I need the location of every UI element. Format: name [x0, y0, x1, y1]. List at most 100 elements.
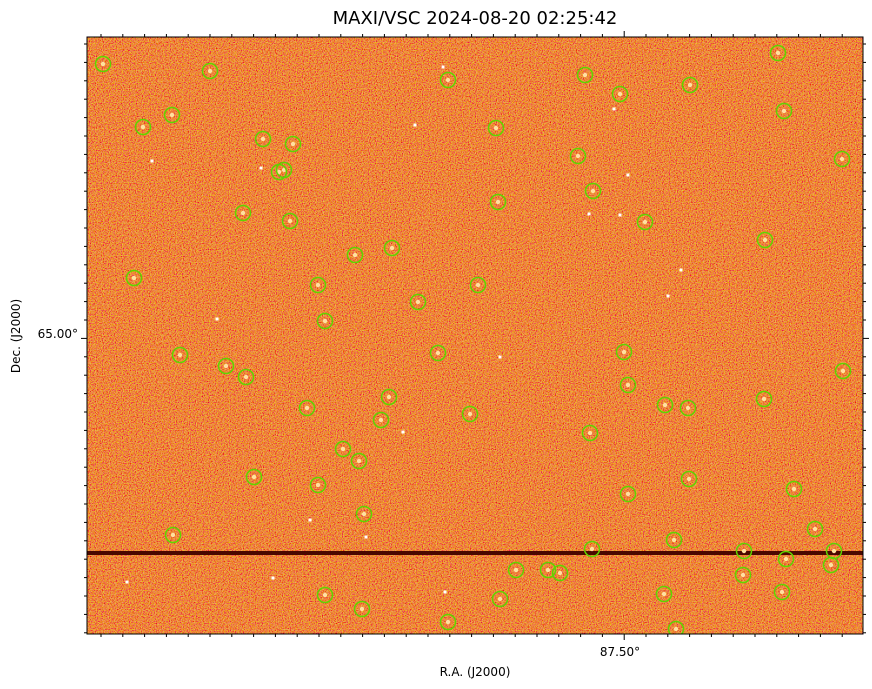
source-circle — [309, 276, 327, 294]
source-spot — [741, 548, 747, 554]
source-circle — [785, 480, 803, 498]
source-spot — [545, 567, 551, 573]
source-spot — [467, 411, 473, 417]
x-tick-label: 87.50° — [600, 645, 640, 659]
source-circle — [665, 531, 683, 549]
source-spot — [621, 349, 627, 355]
source-spot — [475, 282, 481, 288]
source-spot — [671, 537, 677, 543]
source-spot — [131, 275, 137, 281]
source-spot — [831, 548, 837, 554]
source-spot — [290, 141, 296, 147]
source-spot — [513, 567, 519, 573]
bright-pixel — [401, 430, 405, 434]
source-circle — [680, 470, 698, 488]
source-circle — [163, 106, 181, 124]
source-circle — [655, 585, 673, 603]
source-spot — [673, 626, 679, 632]
source-spot — [575, 153, 581, 159]
source-circle — [94, 55, 112, 73]
source-circle — [298, 399, 316, 417]
source-spot — [781, 108, 787, 114]
source-spot — [740, 572, 746, 578]
source-spot — [828, 562, 834, 568]
source-circle — [551, 564, 569, 582]
bright-pixel — [150, 159, 154, 163]
bright-pixel — [364, 535, 368, 539]
source-circle — [309, 476, 327, 494]
source-spot — [625, 491, 631, 497]
source-spot — [260, 136, 266, 142]
source-spot — [495, 199, 501, 205]
source-spot — [685, 405, 691, 411]
bright-pixel — [618, 213, 622, 217]
source-spot — [169, 112, 175, 118]
source-spot — [839, 156, 845, 162]
source-spot — [177, 352, 183, 358]
source-circle — [164, 526, 182, 544]
source-spot — [378, 417, 384, 423]
source-circle — [656, 396, 674, 414]
source-circle — [834, 362, 852, 380]
source-circle — [576, 66, 594, 84]
source-spot — [315, 482, 321, 488]
source-spot — [315, 282, 321, 288]
source-spot — [140, 124, 146, 130]
source-circle — [822, 556, 840, 574]
source-spot — [617, 91, 623, 97]
source-spot — [251, 474, 257, 480]
source-circle — [237, 368, 255, 386]
source-circle — [380, 388, 398, 406]
y-axis-label: Dec. (J2000) — [9, 299, 23, 373]
source-spot — [207, 68, 213, 74]
source-spot — [493, 125, 499, 131]
bright-pixel — [626, 173, 630, 177]
bright-pixel — [308, 518, 312, 522]
source-spot — [783, 556, 789, 562]
source-spot — [389, 245, 395, 251]
source-spot — [791, 486, 797, 492]
source-circle — [777, 550, 795, 568]
source-circle — [469, 276, 487, 294]
dark-stripe — [87, 551, 863, 555]
source-circle — [491, 590, 509, 608]
source-circle — [735, 542, 753, 560]
bright-pixel — [413, 123, 417, 127]
source-circle — [346, 246, 364, 264]
source-spot — [304, 405, 310, 411]
source-circle — [372, 411, 390, 429]
source-circle — [353, 600, 371, 618]
source-circle — [334, 440, 352, 458]
source-circle — [773, 583, 791, 601]
source-spot — [356, 458, 362, 464]
source-circle — [636, 213, 654, 231]
title: MAXI/VSC 2024-08-20 02:25:42 — [333, 8, 618, 29]
bright-pixel — [498, 355, 502, 359]
source-circle — [439, 71, 457, 89]
source-spot — [687, 82, 693, 88]
source-circle — [316, 312, 334, 330]
source-circle — [583, 540, 601, 558]
source-spot — [557, 570, 563, 576]
source-spot — [775, 50, 781, 56]
bright-pixel — [271, 576, 275, 580]
source-circle — [275, 161, 293, 179]
source-spot — [322, 318, 328, 324]
bright-pixel — [125, 580, 129, 584]
source-spot — [445, 619, 451, 625]
source-circle — [254, 130, 272, 148]
source-circle — [615, 343, 633, 361]
source-circle — [201, 62, 219, 80]
source-circle — [429, 344, 447, 362]
source-spot — [497, 596, 503, 602]
source-spot — [582, 72, 588, 78]
bright-pixel — [259, 166, 263, 170]
source-spot — [223, 363, 229, 369]
source-spot — [590, 188, 596, 194]
source-circle — [439, 613, 457, 631]
source-spot — [359, 606, 365, 612]
source-circle — [584, 182, 602, 200]
source-spot — [340, 446, 346, 452]
source-circle — [507, 561, 525, 579]
bright-pixel — [612, 107, 616, 111]
